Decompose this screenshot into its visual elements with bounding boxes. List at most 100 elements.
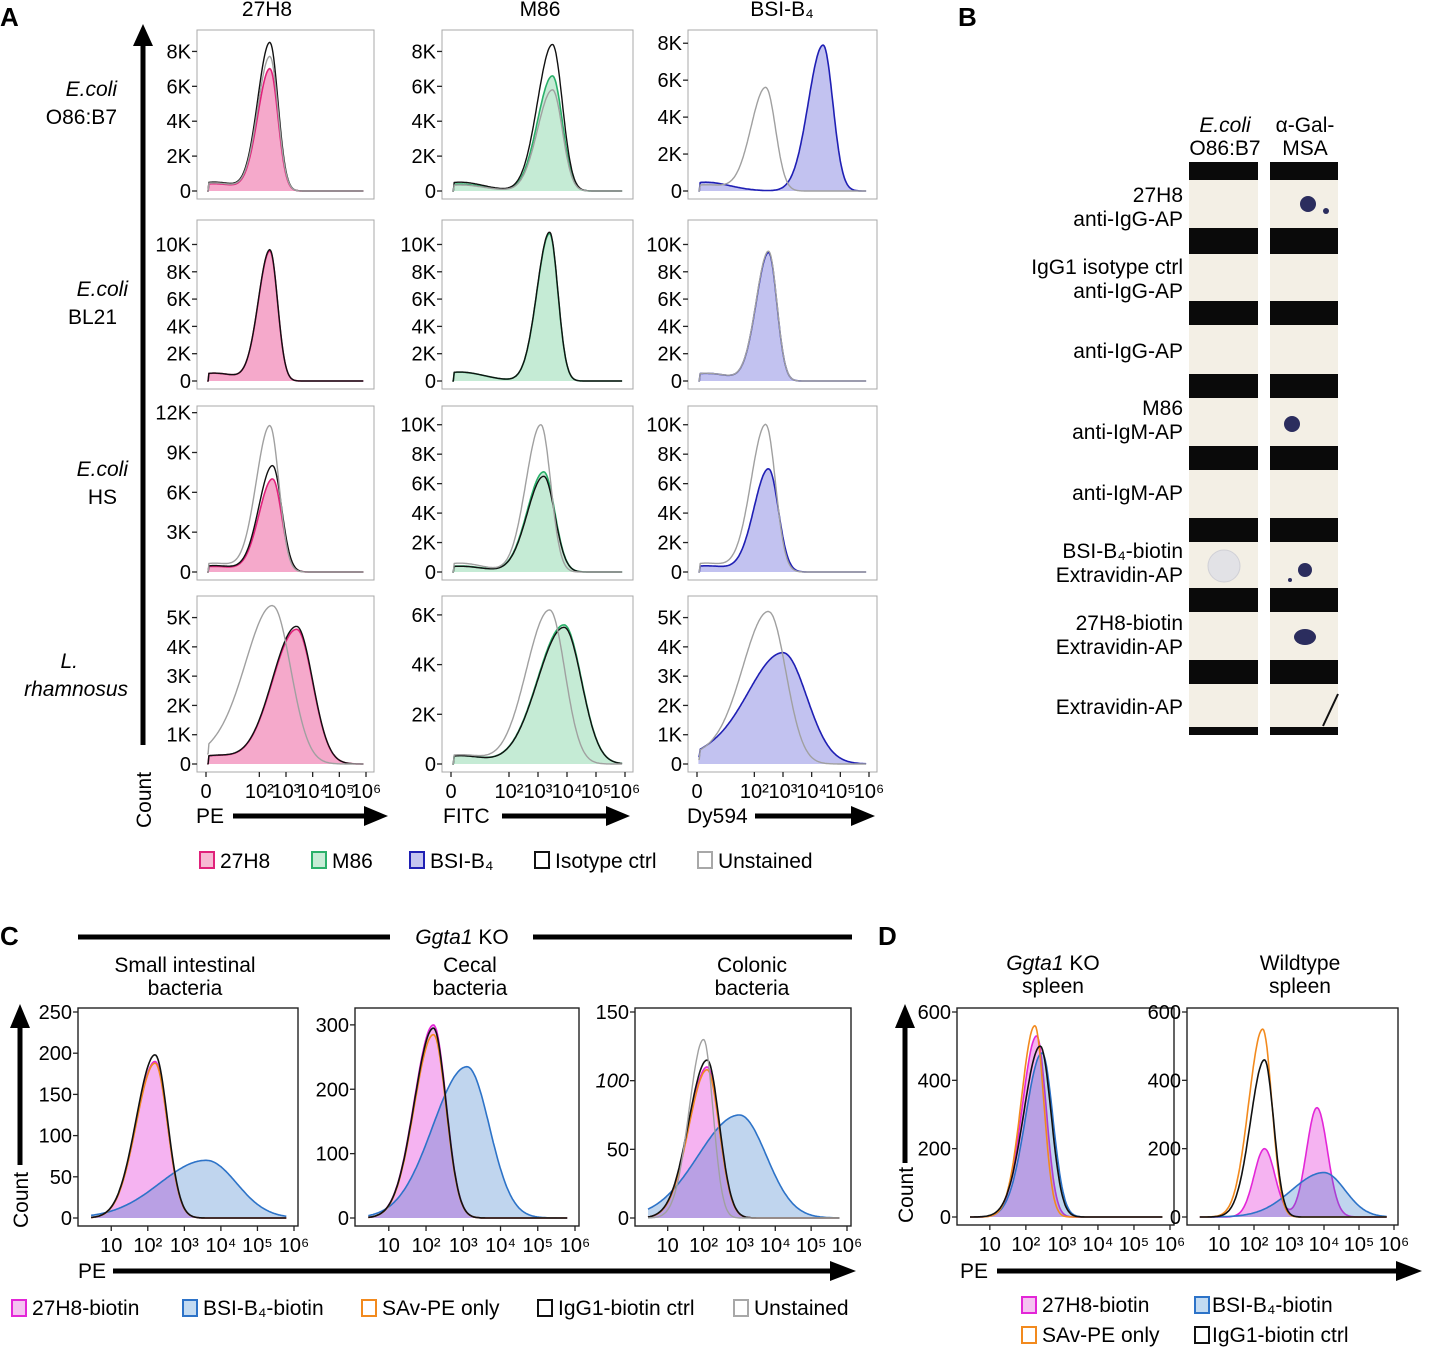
y-tick-label: 8K xyxy=(412,41,437,63)
x-tick-label: 10 xyxy=(657,1235,679,1257)
histogram-a-m86-e-coli-bl21: 0 2K 4K 6K 8K 10K xyxy=(400,219,634,393)
y-tick-label: 6K xyxy=(412,289,437,311)
series-line-unstained xyxy=(452,89,623,192)
row-label-3a: E.coli xyxy=(77,458,130,481)
x-tick-label: 10³ xyxy=(170,1235,199,1257)
c-title-3a: Colonic xyxy=(717,954,787,977)
series-fill-27h8-biotin xyxy=(970,1036,1163,1217)
c-title-2b: bacteria xyxy=(433,977,508,1000)
x-tick-label: 10⁴ xyxy=(760,1235,791,1257)
y-tick-label: 10K xyxy=(155,234,191,256)
series-line-bsi-b-biotin xyxy=(1199,1171,1387,1218)
blot-row4-l1: M86 xyxy=(1142,397,1183,420)
y-tick-label: 600 xyxy=(1148,1002,1181,1024)
y-tick-label: 4K xyxy=(658,107,683,129)
pe-label-c: PE xyxy=(78,1260,106,1283)
series-line-unstained xyxy=(648,1038,840,1219)
x-tick-label: 10⁶ xyxy=(560,1235,590,1257)
series-fill-m86 xyxy=(452,624,623,764)
y-tick-label: 200 xyxy=(316,1079,349,1101)
count-arrowhead-a xyxy=(133,24,153,46)
d-legend-label-bsi: BSI-B₄-biotin xyxy=(1212,1294,1333,1317)
series-line-unstained xyxy=(452,424,623,573)
row-label-4b: rhamnosus xyxy=(24,678,128,701)
y-tick-label: 100 xyxy=(316,1144,349,1166)
d-legend-swatch-27h8 xyxy=(1021,1296,1037,1314)
x-tick-label: 10³ xyxy=(272,781,301,803)
count-label-d: Count xyxy=(895,1167,918,1223)
x-tick-label: 10 xyxy=(100,1235,122,1257)
x-tick-label: 10² xyxy=(689,1235,718,1257)
series-fill-bsi-b xyxy=(698,468,867,572)
x-tick-label: 10 xyxy=(1208,1234,1230,1256)
series-fill-27h8-biotin xyxy=(368,1024,568,1218)
y-tick-label: 100 xyxy=(596,1071,629,1093)
legend-swatch-isotype xyxy=(534,851,550,869)
y-tick-label: 6K xyxy=(412,474,437,496)
series-fill-bsi-b-biotin xyxy=(1199,1172,1387,1217)
y-tick-label: 0 xyxy=(671,371,682,393)
series-line-igg1-biotin-ctrl xyxy=(368,1027,568,1219)
series-line-sav-pe-only xyxy=(970,1024,1163,1218)
d-title-2b: spleen xyxy=(1269,975,1331,998)
series-line-unstained xyxy=(452,609,623,765)
pe-label-d: PE xyxy=(960,1260,988,1283)
row-label-2a: E.coli xyxy=(77,278,130,301)
series-fill-27h8-biotin xyxy=(91,1061,287,1218)
y-tick-label: 0 xyxy=(671,754,682,776)
y-tick-label: 600 xyxy=(918,1002,951,1024)
y-tick-label: 4K xyxy=(167,316,192,338)
y-tick-label: 0 xyxy=(618,1208,629,1230)
c-legend-swatch-27h8 xyxy=(11,1299,27,1317)
y-tick-label: 4K xyxy=(412,655,437,677)
blot-col1-title-a: E.coli xyxy=(1199,114,1252,137)
blot-row1-l1: 27H8 xyxy=(1133,184,1183,207)
blot-row1-l2: anti-IgG-AP xyxy=(1073,208,1183,231)
series-fill-27h8 xyxy=(207,629,364,764)
row-label-1a: E.coli xyxy=(66,78,119,101)
y-tick-label: 6K xyxy=(167,289,192,311)
y-tick-label: 2K xyxy=(658,144,683,166)
c-title-1b: bacteria xyxy=(148,977,223,1000)
series-line-isotype-ctrl xyxy=(207,248,364,382)
y-tick-label: 6K xyxy=(658,70,683,92)
plot-frame xyxy=(441,405,634,581)
x-tick-label: 10⁵ xyxy=(796,1235,827,1257)
series-line-unstained xyxy=(698,423,867,573)
y-tick-label: 0 xyxy=(180,562,191,584)
histogram-d-ggta1-ko-spleen: 0 200 400 600 10 10² 10³ 10⁴ 10⁵ 10⁶ xyxy=(918,1002,1186,1256)
x-tick-label: 10⁴ xyxy=(297,781,328,803)
x-label-dy594: Dy594 xyxy=(687,805,748,828)
d-title-1a: Ggta1 KO xyxy=(1006,952,1099,975)
y-tick-label: 2K xyxy=(412,344,437,366)
y-tick-label: 0 xyxy=(180,181,191,203)
series-line-igg1-biotin-ctrl xyxy=(970,1045,1163,1218)
y-tick-label: 2K xyxy=(167,695,192,717)
series-fill-bsi-b xyxy=(698,652,867,764)
y-tick-label: 400 xyxy=(1148,1070,1181,1092)
y-tick-label: 8K xyxy=(167,262,192,284)
y-tick-label: 0 xyxy=(425,181,436,203)
series-fill-bsi-b-biotin xyxy=(368,1066,568,1218)
y-tick-label: 200 xyxy=(918,1139,951,1161)
c-title-1a: Small intestinal xyxy=(114,954,255,977)
series-fill-bsi-b-biotin xyxy=(91,1160,287,1218)
x-tick-label: 10⁴ xyxy=(485,1235,516,1257)
blot-col1-title-b: O86:B7 xyxy=(1189,137,1260,160)
y-tick-label: 6K xyxy=(167,482,192,504)
x-tick-label: 10⁶ xyxy=(610,781,640,803)
blot-row4-l2: anti-IgM-AP xyxy=(1072,421,1183,444)
y-tick-label: 6K xyxy=(412,76,437,98)
histogram-a-bsi-b-e-coli-o86-b7: 0 2K 4K 6K 8K xyxy=(658,29,878,203)
series-fill-m86 xyxy=(452,233,623,381)
x-tick-label: 0 xyxy=(200,781,211,803)
row-label-1b: O86:B7 xyxy=(46,106,117,129)
x-tick-label: 10 xyxy=(979,1234,1001,1256)
y-tick-label: 2K xyxy=(412,704,437,726)
y-tick-label: 8K xyxy=(412,444,437,466)
y-tick-label: 10K xyxy=(400,234,436,256)
blot-row7-l1: 27H8-biotin xyxy=(1076,612,1183,635)
x-tick-label: 10⁴ xyxy=(552,781,583,803)
x-tick-label: 10² xyxy=(495,781,524,803)
